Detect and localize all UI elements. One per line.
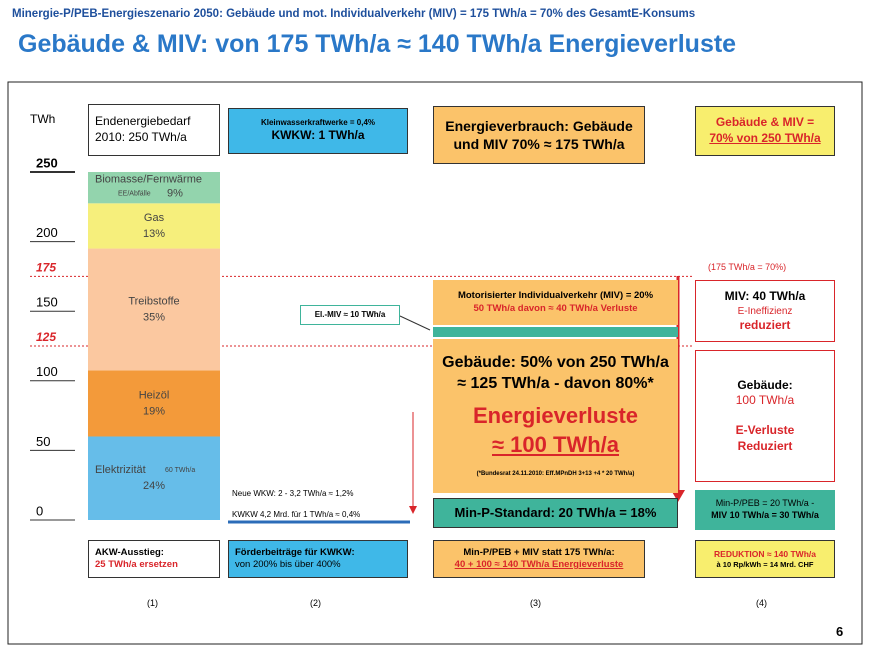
- y-tick-label: 200: [36, 225, 58, 240]
- col-label: (3): [530, 598, 541, 608]
- text: Förderbeiträge für KWKW:: [235, 546, 355, 558]
- text: reduziert: [739, 317, 791, 332]
- segment-note: 60 TWh/a: [165, 467, 195, 474]
- segment: [88, 203, 220, 249]
- text: Endenergiebedarf: [95, 114, 191, 129]
- page-number: 6: [836, 624, 844, 639]
- y-label: TWh: [30, 112, 56, 126]
- text: MIV 10 TWh/a = 30 TWh/a: [711, 510, 819, 520]
- text: KWKW 4,2 Mrd. für 1 TWh/a ≈ 0,4%: [232, 510, 361, 519]
- col-label: (1): [147, 598, 158, 608]
- text: E-Ineffizienz: [737, 305, 793, 317]
- text: 40 + 100 ≈ 140 TWh/a Energieverluste: [454, 559, 624, 570]
- segment: [88, 370, 220, 437]
- text: (*Bundesrat 24.11.2010: Eff.MPnDH 3+13 +…: [476, 471, 635, 478]
- segment-name: Elektrizität: [95, 464, 146, 476]
- title: Gebäude & MIV: von 175 TWh/a ≈ 140 TWh/a…: [18, 30, 737, 58]
- text: von 200% bis über 400%: [235, 559, 341, 570]
- text: Min-P/PEB = 20 TWh/a -: [715, 498, 815, 509]
- segment-name: Gas: [144, 212, 165, 224]
- segment: [88, 248, 220, 371]
- box: REDUKTION ≈ 140 TWh/a à 10 Rp/kWh = 14 Mr…: [695, 540, 835, 578]
- text: Gebäude: 50% von 250 TWh/a: [442, 353, 669, 371]
- marker-label: 125: [36, 330, 56, 344]
- segment-name: Biomasse/Fernwärme: [95, 174, 202, 186]
- text: 2010: 250 TWh/a: [95, 130, 187, 144]
- text: à 10 Rp/kWh = 14 Mrd. CHF: [716, 559, 814, 569]
- box: Gebäude: 100 TWh/a E-Verluste Reduziert: [695, 350, 835, 482]
- text: 100 TWh/a: [735, 393, 795, 408]
- marker-label: 175: [36, 261, 56, 275]
- text: 50 TWh/a davon ≈ 40 TWh/a Verluste: [473, 302, 638, 314]
- box: Min-P/PEB + MIV statt 175 TWh/a: 40 + 100…: [433, 540, 645, 578]
- segment-pct: 13%: [143, 228, 165, 240]
- y-tick-label: 150: [36, 295, 58, 310]
- box: Förderbeiträge für KWKW: von 200% bis übe…: [228, 540, 408, 578]
- text: MIV: 40 TWh/a: [724, 288, 806, 303]
- segment-name: Treibstoffe: [128, 295, 179, 307]
- arrow: [399, 315, 431, 331]
- text: Neue WKW: 2 - 3,2 TWh/a ≈ 1,2%: [232, 489, 354, 498]
- text: Gebäude:: [737, 377, 793, 392]
- segment-pct: 35%: [143, 311, 165, 323]
- segment: [88, 436, 220, 520]
- segment-pct: 24%: [143, 480, 165, 492]
- el-miv-bar: [433, 327, 678, 337]
- supertitle: Minergie-P/PEB-Energieszenario 2050: Geb…: [12, 8, 696, 20]
- text: AKW-Ausstieg:: [95, 546, 164, 558]
- y-tick-label: 50: [36, 434, 50, 449]
- box: Gebäude: 50% von 250 TWh/a ≈ 125 TWh/a - …: [433, 339, 678, 493]
- segment-pct: 19%: [143, 405, 165, 417]
- frame: [7, 81, 863, 645]
- box: Energieverbrauch: Gebäude und MIV 70% ≈ 1…: [433, 106, 645, 164]
- text: REDUKTION ≈ 140 TWh/a: [714, 548, 816, 559]
- text: 25 TWh/a ersetzen: [95, 559, 178, 570]
- text: Energieverluste: [472, 403, 639, 429]
- text: Reduziert: [737, 438, 793, 453]
- y-tick-label: 100: [36, 364, 58, 379]
- segment-name: Heizöl: [139, 389, 170, 401]
- text: und MIV 70% ≈ 175 TWh/a: [453, 136, 625, 152]
- segment: [88, 172, 220, 204]
- col-label: (4): [756, 598, 767, 608]
- text: Min-P/PEB + MIV statt 175 TWh/a:: [463, 546, 615, 558]
- text: E-Verluste: [735, 423, 795, 437]
- arrow-head: [671, 490, 685, 502]
- arrow-head: [409, 506, 417, 514]
- segment-pct: 9%: [167, 188, 183, 200]
- box: Min-P/PEB = 20 TWh/a - MIV 10 TWh/a = 30 …: [695, 490, 835, 530]
- box: AKW-Ausstieg: 25 TWh/a ersetzen: [88, 540, 220, 578]
- box: Min-P-Standard: 20 TWh/a = 18%: [433, 498, 678, 528]
- text: KWKW: 1 TWh/a: [271, 128, 365, 143]
- box: MIV: 40 TWh/a E-Ineffizienz reduziert: [695, 280, 835, 342]
- note: (175 TWh/a = 70%): [708, 262, 787, 272]
- segment-note: EE/Abfälle: [118, 191, 151, 198]
- y-tick-label: 250: [36, 155, 58, 170]
- box: Kleinwasserkraftwerke = 0,4% KWKW: 1 TWh/…: [228, 108, 408, 154]
- box: Motorisierter Individualverkehr (MIV) = …: [433, 280, 678, 325]
- text: Gebäude & MIV =: [715, 115, 815, 130]
- y-tick-label: 0: [36, 503, 43, 518]
- box: El.-MIV ≈ 10 TWh/a: [300, 305, 400, 325]
- box: Gebäude & MIV = 70% von 250 TWh/a: [695, 106, 835, 156]
- text: 70% von 250 TWh/a: [709, 131, 821, 145]
- text: Kleinwasserkraftwerke = 0,4%: [260, 118, 376, 127]
- text: ≈ 125 TWh/a - davon 80%*: [457, 374, 654, 392]
- text: Motorisierter Individualverkehr (MIV) = …: [457, 290, 654, 302]
- text: ≈ 100 TWh/a: [492, 431, 619, 457]
- col-label: (2): [310, 598, 321, 608]
- text: Energieverbrauch: Gebäude: [445, 117, 633, 134]
- column-header: Endenergiebedarf 2010: 250 TWh/a: [88, 104, 220, 156]
